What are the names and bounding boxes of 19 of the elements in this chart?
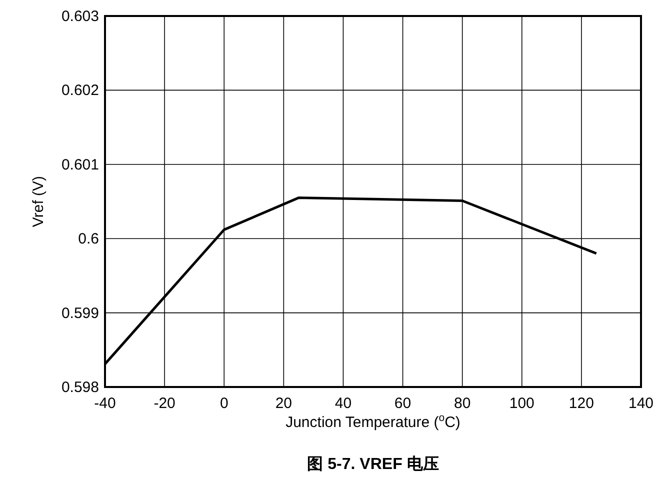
- x-tick-label: 80: [454, 395, 471, 412]
- text: 图 5-7. VREF 电压: [307, 455, 439, 473]
- x-tick-label: 120: [568, 395, 594, 412]
- y-tick-label: 0.602: [61, 82, 99, 100]
- y-tick-label: 0.598: [61, 379, 99, 396]
- x-tick-label: -40: [94, 395, 116, 412]
- y-axis-title: Vref (V): [30, 176, 47, 228]
- y-tick-label: 0.6: [78, 230, 99, 248]
- y-tick-label: 0.603: [61, 8, 99, 25]
- x-tick-label: -20: [154, 395, 176, 412]
- x-axis-title: Junction Temperature ($^{o}$C): [286, 412, 460, 431]
- x-tick-label: 40: [334, 395, 352, 412]
- x-tick-label: 60: [394, 395, 412, 412]
- x-tick-label: 0: [220, 395, 228, 412]
- y-tick-label: 0.599: [61, 304, 99, 322]
- x-tick-label: 140: [628, 395, 654, 412]
- x-tick-label: 20: [275, 395, 292, 412]
- x-tick-label: 100: [509, 395, 534, 412]
- y-tick-label: 0.601: [61, 156, 99, 174]
